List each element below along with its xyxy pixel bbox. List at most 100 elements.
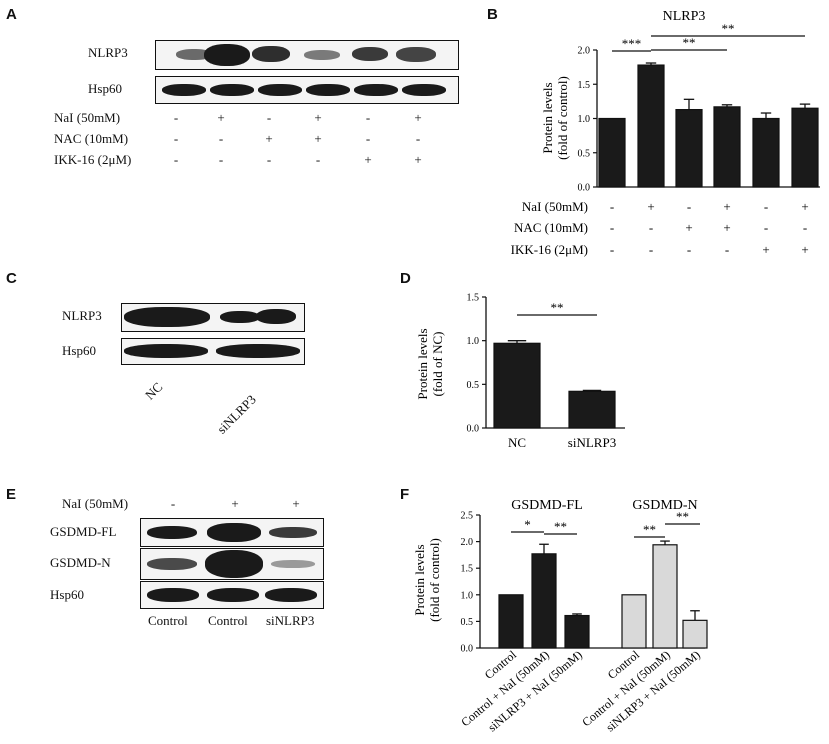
- chart-f-y-tick-label: 0.0: [461, 644, 474, 655]
- chart-f-bar: [682, 619, 708, 649]
- chart-b-condition-sign: +: [801, 242, 808, 257]
- condition-label-nac: NAC (10mM): [54, 131, 129, 146]
- chart-f-y-tick-label: 2.5: [461, 511, 474, 522]
- chart-f-bar: [652, 544, 678, 649]
- chart-b-y-label: Protein levels(fold of control): [540, 76, 570, 160]
- chart-b-condition-sign: -: [764, 220, 768, 235]
- condition-sign: +: [314, 110, 322, 125]
- chart-f-significance-label: **: [554, 519, 567, 534]
- chart-d-y-tick-label: 1.0: [467, 336, 480, 347]
- chart-f-group-title: GSDMD-FL: [511, 498, 583, 513]
- chart-b-y-tick-label: 1.0: [578, 114, 591, 125]
- condition-sign: -: [365, 110, 371, 125]
- chart-b-y-tick-label: 2.0: [578, 46, 591, 57]
- blot-label-gsdmd-fl: GSDMD-FL: [50, 524, 117, 539]
- chart-f-group-title: GSDMD-N: [632, 498, 697, 513]
- chart-b-condition-sign: -: [610, 199, 614, 214]
- chart-f-y-tick-label: 0.5: [461, 617, 474, 628]
- chart-b-condition-sign: +: [647, 199, 654, 214]
- blot-strip-gsdmd-fl: [140, 518, 324, 547]
- chart-f-significance-label: **: [676, 509, 689, 524]
- chart-b-condition-sign: +: [762, 242, 769, 257]
- condition-label-nai: NaI (50mM): [54, 110, 121, 125]
- condition-sign: +: [217, 110, 225, 125]
- blot-strip-gsdmd-n: [140, 548, 324, 580]
- chart-b-condition-sign: -: [649, 220, 653, 235]
- treatment-sign-3: +: [292, 496, 300, 511]
- chart-b-condition-sign: -: [803, 220, 807, 235]
- chart-f-bar: [621, 594, 647, 649]
- chart-f-bar: [564, 614, 590, 649]
- chart-b-condition-label: NAC (10mM): [514, 220, 588, 235]
- chart-b-significance-label: ***: [622, 36, 642, 51]
- condition-sign: -: [218, 131, 224, 146]
- chart-b-significance-label: **: [683, 35, 696, 50]
- blot-label-hsp60: Hsp60: [50, 587, 84, 602]
- chart-d-y-label: Protein levels(fold of NC): [415, 328, 445, 399]
- chart-b-condition-sign: -: [687, 242, 691, 257]
- condition-sign: -: [218, 152, 224, 167]
- condition-sign: +: [414, 110, 422, 125]
- condition-sign: +: [314, 131, 322, 146]
- blot-strip-hsp60: [121, 338, 305, 365]
- chart-b-condition-sign: -: [610, 242, 614, 257]
- chart-b-y-tick-label: 0.0: [578, 183, 591, 194]
- chart-b-condition-sign: -: [610, 220, 614, 235]
- treatment-label-nai: NaI (50mM): [62, 496, 129, 511]
- condition-sign: -: [173, 152, 179, 167]
- condition-sign: -: [415, 131, 421, 146]
- chart-f-y-tick-label: 1.5: [461, 564, 474, 575]
- chart-d-y-tick-label: 0.5: [467, 380, 480, 391]
- chart-b-condition-sign: -: [649, 242, 653, 257]
- chart-f-significance-label: *: [524, 517, 531, 532]
- condition-sign: -: [173, 131, 179, 146]
- treatment-sign-1: -: [170, 496, 176, 511]
- chart-f-bar: [531, 553, 557, 649]
- panel-letter-a: A: [6, 6, 17, 23]
- condition-sign: -: [315, 152, 321, 167]
- chart-b-condition-sign: -: [687, 199, 691, 214]
- chart-b-condition-sign: -: [725, 242, 729, 257]
- chart-f-significance-label: **: [643, 522, 656, 537]
- chart-b-bar: [637, 64, 665, 188]
- chart-b-condition-sign: +: [723, 220, 730, 235]
- condition-label-ikk16: IKK-16 (2μM): [54, 152, 132, 167]
- blot-label-nlrp3: NLRP3: [88, 45, 128, 60]
- chart-b-bar: [713, 106, 741, 188]
- chart-b-y-tick-label: 0.5: [578, 148, 591, 159]
- chart-d-x-tick-label: NC: [508, 435, 526, 450]
- blot-strip-nlrp3: [155, 40, 459, 70]
- condition-sign: -: [266, 110, 272, 125]
- panel-letter-b: B: [487, 6, 498, 23]
- panel-letter-f: F: [400, 486, 410, 503]
- chart-f-y-label: Protein levels(fold of control): [412, 538, 442, 622]
- blot-label-nlrp3: NLRP3: [62, 308, 102, 323]
- blot-label-gsdmd-n: GSDMD-N: [50, 555, 111, 570]
- blot-strip-hsp60: [155, 76, 459, 104]
- condition-sign: -: [266, 152, 272, 167]
- condition-sign: +: [265, 131, 273, 146]
- chart-b-condition-sign: +: [723, 199, 730, 214]
- blot-label-hsp60: Hsp60: [62, 343, 96, 358]
- lane-label-sinlrp3: siNLRP3: [266, 613, 315, 628]
- condition-sign: +: [414, 152, 422, 167]
- panel-letter-d: D: [400, 270, 411, 287]
- condition-sign: -: [365, 131, 371, 146]
- chart-b-bar: [598, 117, 626, 188]
- chart-b-bar: [675, 108, 703, 188]
- chart-d-significance-label: **: [551, 300, 564, 315]
- chart-d-y-tick-label: 1.5: [467, 293, 480, 304]
- chart-b-condition-label: IKK-16 (2μM): [511, 242, 588, 257]
- chart-b-condition-sign: +: [801, 199, 808, 214]
- chart-b-bar: [752, 117, 780, 188]
- blot-strip-nlrp3: [121, 303, 305, 332]
- blot-strip-hsp60: [140, 581, 324, 609]
- panel-letter-c: C: [6, 270, 17, 287]
- chart-f-bar: [498, 594, 524, 649]
- chart-b-condition-sign: -: [764, 199, 768, 214]
- chart-b-y-tick-label: 1.5: [578, 80, 591, 91]
- chart-b-title: NLRP3: [663, 9, 706, 24]
- chart-f-y-tick-label: 1.0: [461, 590, 474, 601]
- condition-sign: -: [173, 110, 179, 125]
